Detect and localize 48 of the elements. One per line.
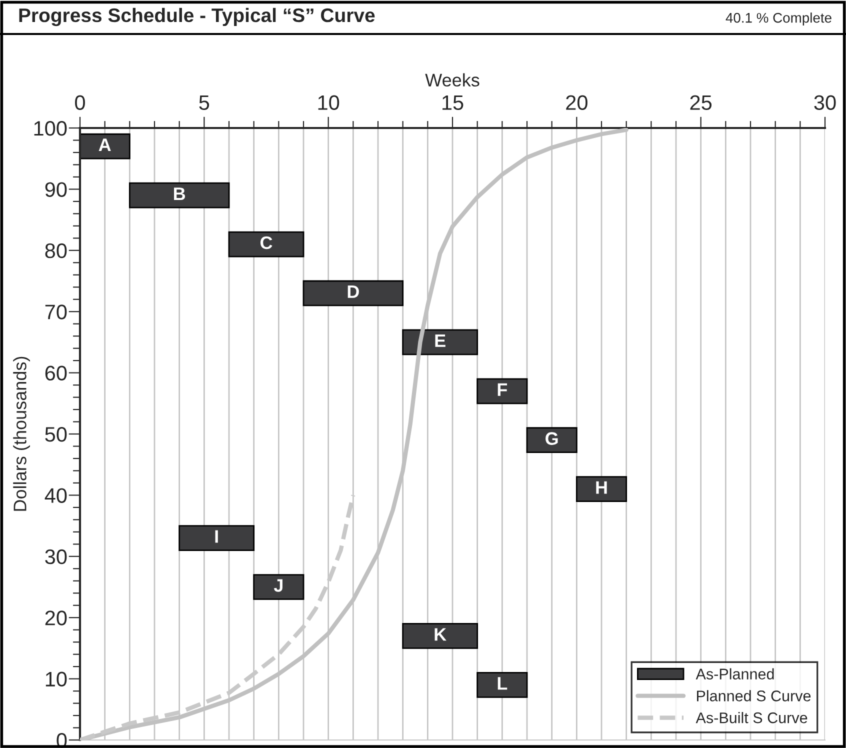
category-label: I xyxy=(215,530,218,543)
y-tick-label: 10 xyxy=(46,672,67,687)
y-tick-label: 30 xyxy=(45,549,67,564)
x-tick-label: 0 xyxy=(75,95,85,110)
text: 40.1 % Complete xyxy=(726,12,832,26)
x-tick-label: 20 xyxy=(566,95,588,110)
legend-label: Planned S Curve xyxy=(697,690,811,702)
bar xyxy=(476,672,528,698)
category-label: D xyxy=(348,285,359,298)
bar xyxy=(402,623,478,649)
bar xyxy=(526,427,578,454)
category-label: B xyxy=(174,188,186,200)
y-tick-label: 40 xyxy=(44,488,67,503)
bar xyxy=(253,574,304,600)
category-label: L xyxy=(498,677,508,690)
legend-label: As-Planned xyxy=(696,668,774,680)
y-axis-title: Dollars (thousands) xyxy=(13,356,30,511)
category-label: E xyxy=(435,334,446,347)
y-tick-label: 100 xyxy=(34,121,67,136)
bar xyxy=(178,525,255,551)
y-tick-label: 80 xyxy=(45,243,67,258)
bar xyxy=(128,182,230,208)
bar xyxy=(302,280,404,306)
bar xyxy=(476,378,528,404)
legend-label: As-Built S Curve xyxy=(696,712,808,724)
category-label: C xyxy=(260,236,272,250)
category-label: J xyxy=(274,579,282,592)
x-tick-label: 30 xyxy=(814,95,836,110)
category-label: K xyxy=(434,628,446,641)
bar xyxy=(576,476,628,502)
category-label: G xyxy=(546,432,558,445)
bar xyxy=(402,329,478,356)
y-tick-label: 20 xyxy=(45,610,67,626)
x-tick-label: 25 xyxy=(690,95,712,110)
category-label: A xyxy=(98,138,111,152)
category-label: H xyxy=(596,481,607,494)
x-tick-label: 10 xyxy=(318,95,340,110)
x-tick-label: 15 xyxy=(442,95,464,110)
y-tick-label: 70 xyxy=(45,304,67,320)
bar xyxy=(80,133,130,160)
category-label: F xyxy=(498,383,508,396)
chart-title: Progress Schedule - Typical “S” Curve xyxy=(19,8,375,26)
x-tick-label: 5 xyxy=(199,95,210,110)
y-tick-label: 60 xyxy=(45,366,67,381)
x-axis-title: Weeks xyxy=(425,73,480,87)
y-tick-label: 50 xyxy=(45,427,67,442)
bar xyxy=(228,231,304,258)
y-tick-label: 90 xyxy=(45,182,67,197)
